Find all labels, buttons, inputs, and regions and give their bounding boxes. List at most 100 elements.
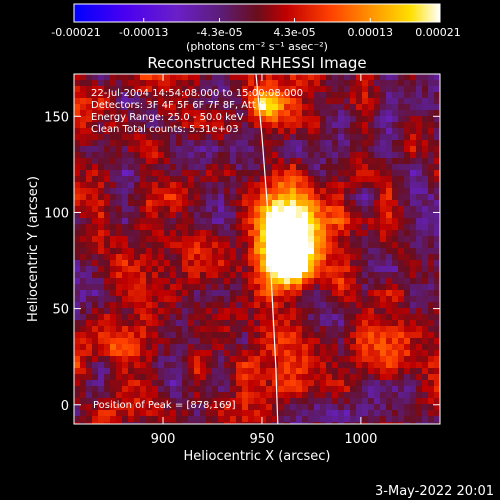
heatmap-cell [422, 296, 428, 302]
heatmap-cell [230, 80, 236, 86]
heatmap-cell [344, 398, 350, 404]
heatmap-cell [98, 218, 104, 224]
heatmap-cell [104, 272, 110, 278]
heatmap-cell [314, 284, 320, 290]
heatmap-cell [128, 224, 134, 230]
heatmap-cell [350, 266, 356, 272]
heatmap-cell [362, 374, 368, 380]
timestamp: 3-May-2022 20:01 [375, 484, 494, 499]
heatmap-cell [176, 260, 182, 266]
heatmap-cell [410, 296, 416, 302]
heatmap-cell [122, 218, 128, 224]
heatmap-cell [200, 398, 206, 404]
heatmap-cell [122, 152, 128, 158]
heatmap-cell [92, 368, 98, 374]
heatmap-cell [350, 188, 356, 194]
heatmap-cell [308, 392, 314, 398]
heatmap-cell [392, 350, 398, 356]
solar-limb-line [255, 74, 279, 424]
heatmap-cell [404, 260, 410, 266]
heatmap-cell [434, 338, 440, 344]
heatmap-cell [296, 74, 302, 80]
heatmap-cell [182, 128, 188, 134]
heatmap-cell [284, 116, 290, 122]
heatmap-cell [362, 386, 368, 392]
heatmap-cell [104, 416, 110, 422]
heatmap-cell [308, 218, 314, 224]
heatmap-cell [248, 290, 254, 296]
heatmap-cell [152, 110, 158, 116]
heatmap-cell [302, 230, 308, 236]
heatmap-cell [164, 344, 170, 350]
heatmap-cell [320, 188, 326, 194]
heatmap-cell [200, 224, 206, 230]
heatmap-cell [236, 404, 242, 410]
heatmap-cell [110, 362, 116, 368]
heatmap-cell [422, 320, 428, 326]
heatmap-cell [278, 128, 284, 134]
heatmap-cell [224, 272, 230, 278]
heatmap-cell [182, 92, 188, 98]
heatmap-cell [206, 92, 212, 98]
heatmap-cell [140, 224, 146, 230]
heatmap-cell [98, 290, 104, 296]
heatmap-cell [182, 218, 188, 224]
heatmap-cell [80, 344, 86, 350]
heatmap-cell [284, 188, 290, 194]
heatmap-cell [254, 302, 260, 308]
heatmap-cell [308, 344, 314, 350]
heatmap-cell [314, 194, 320, 200]
heatmap-cell [368, 296, 374, 302]
heatmap-cell [266, 122, 272, 128]
heatmap-cell [194, 338, 200, 344]
heatmap-cell [398, 170, 404, 176]
heatmap-cell [134, 92, 140, 98]
heatmap-cell [182, 272, 188, 278]
heatmap-cell [152, 374, 158, 380]
heatmap-cell [314, 152, 320, 158]
heatmap-cell [350, 206, 356, 212]
heatmap-cell [422, 98, 428, 104]
heatmap-cell [194, 356, 200, 362]
heatmap-cell [128, 110, 134, 116]
heatmap-cell [314, 110, 320, 116]
heatmap-cell [344, 368, 350, 374]
heatmap-cell [332, 338, 338, 344]
heatmap-cell [176, 326, 182, 332]
heatmap-cell [92, 152, 98, 158]
heatmap-cell [242, 398, 248, 404]
heatmap-cell [230, 356, 236, 362]
heatmap-cell [314, 170, 320, 176]
heatmap-cell [248, 206, 254, 212]
heatmap-cell [74, 356, 80, 362]
heatmap-cell [374, 386, 380, 392]
heatmap-cell [182, 176, 188, 182]
heatmap-cell [398, 110, 404, 116]
heatmap-cell [200, 260, 206, 266]
heatmap-cell [86, 146, 92, 152]
heatmap-cell [398, 404, 404, 410]
heatmap-cell [284, 260, 290, 266]
heatmap-cell [158, 386, 164, 392]
heatmap-cell [428, 392, 434, 398]
heatmap-cell [170, 146, 176, 152]
heatmap-cell [200, 140, 206, 146]
heatmap-cell [350, 230, 356, 236]
heatmap-cell [116, 98, 122, 104]
heatmap-cell [170, 374, 176, 380]
heatmap-cell [410, 104, 416, 110]
heatmap-cell [242, 386, 248, 392]
heatmap-cell [302, 218, 308, 224]
heatmap-cell [134, 188, 140, 194]
heatmap-cell [80, 152, 86, 158]
heatmap-cell [80, 380, 86, 386]
heatmap-cell [260, 410, 266, 416]
heatmap-cell [404, 116, 410, 122]
heatmap-cell [98, 284, 104, 290]
heatmap-cell [188, 104, 194, 110]
heatmap-cell [368, 128, 374, 134]
heatmap-cell [278, 86, 284, 92]
heatmap-cell [170, 98, 176, 104]
heatmap-cell [326, 152, 332, 158]
heatmap-cell [80, 128, 86, 134]
